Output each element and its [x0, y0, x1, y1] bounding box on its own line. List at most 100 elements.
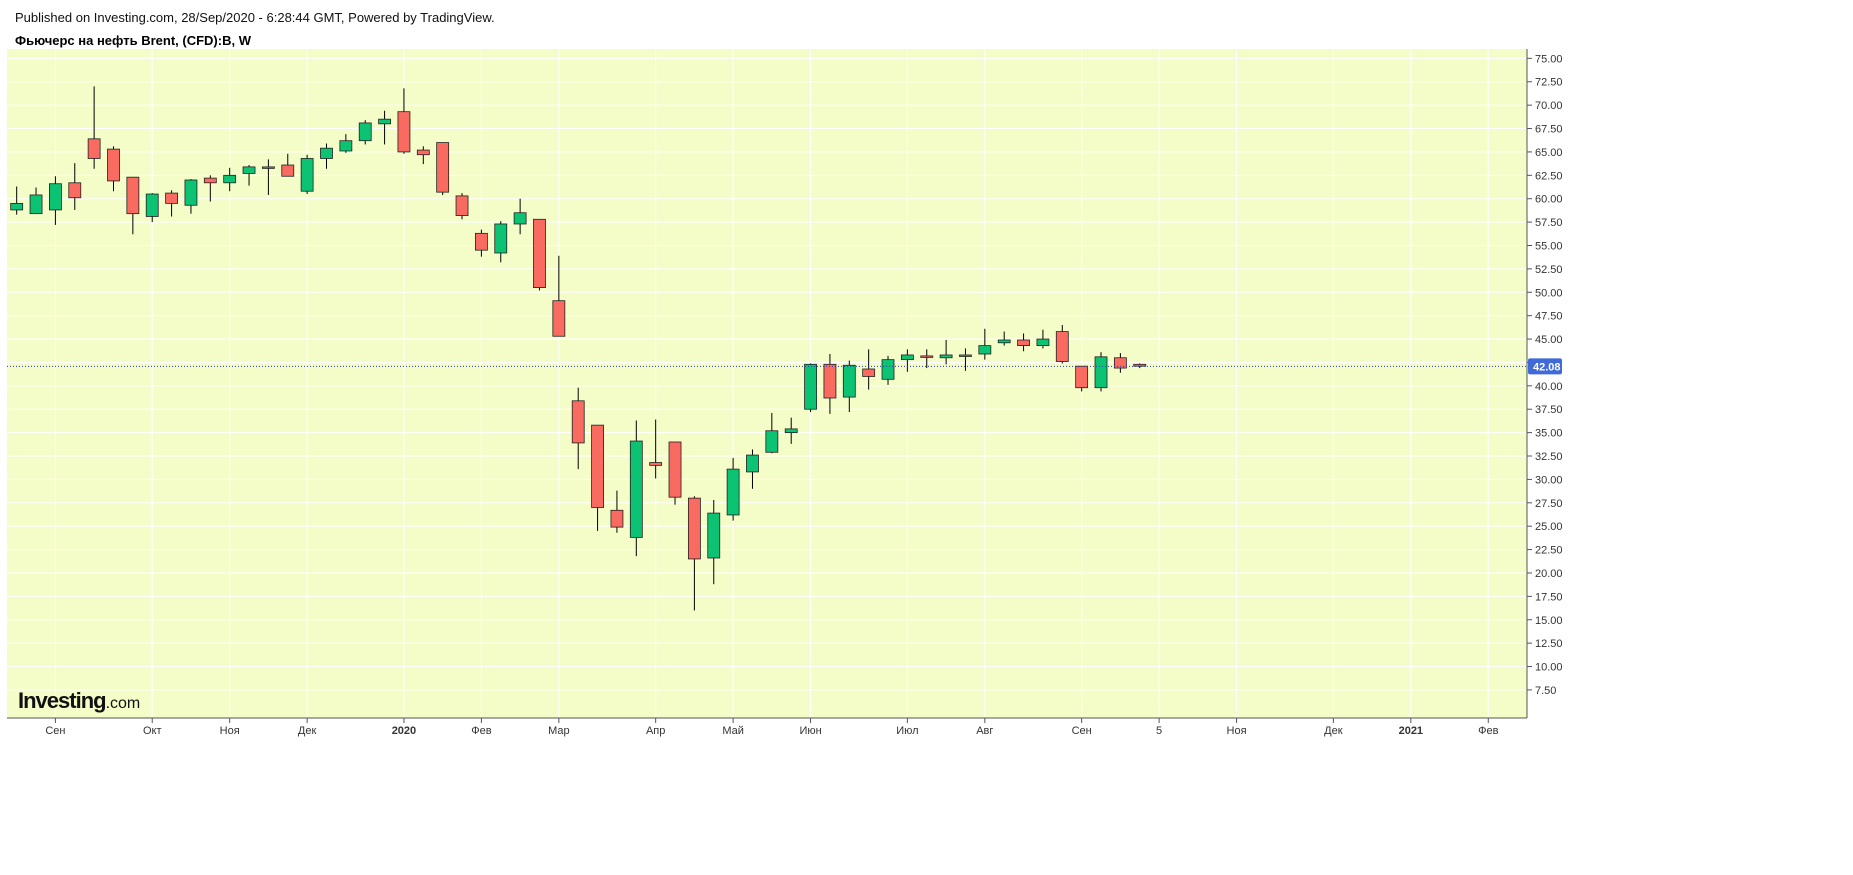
candle [1075, 365, 1089, 392]
candle-body [494, 223, 508, 254]
candle [145, 193, 159, 223]
candle [881, 355, 895, 385]
candle-body [746, 454, 759, 473]
candle [455, 193, 469, 220]
candle-body [358, 122, 372, 142]
x-tick-label: 2021 [1399, 725, 1423, 737]
candle [746, 449, 759, 489]
y-tick-label: 10.00 [1535, 662, 1563, 674]
candle-body [474, 232, 488, 251]
candle [49, 176, 62, 225]
candle-body [165, 192, 178, 204]
candle-body [261, 166, 275, 169]
y-tick-label: 30.00 [1535, 474, 1563, 486]
candle-body [1036, 338, 1050, 347]
y-axis-labels[interactable]: 7.50 10.00 12.50 15.00 17.50 20.00 22.50 25.00 2… [1527, 53, 1563, 697]
x-tick-label: Окт [143, 725, 162, 737]
candle-body [533, 218, 546, 288]
candle-body [10, 202, 24, 211]
candle [126, 176, 140, 235]
x-tick-label: Июл [896, 725, 918, 737]
candle [823, 354, 837, 414]
candle [533, 218, 546, 291]
x-axis-labels[interactable]: Сен Окт Ноя Дек 2020 Фев Мар Апр Май Июн Июл Авг Сен… [45, 718, 1499, 737]
candle-body [455, 195, 469, 216]
current-price-tag-bg [1528, 358, 1562, 375]
candle-body [320, 147, 333, 159]
candle-body [339, 140, 353, 152]
candle-body [436, 142, 450, 193]
candle-body [649, 462, 663, 466]
x-tick-label: Авг [976, 725, 993, 737]
candle [436, 142, 450, 195]
chart-title: Фьючерс на нефть Brent, (CFD):B, W [15, 33, 251, 48]
candle-body [242, 166, 256, 174]
y-tick-label: 15.00 [1535, 615, 1563, 627]
candle-body [203, 177, 217, 184]
x-tick-label: Июн [799, 725, 821, 737]
candle-body [959, 354, 972, 357]
investing-logo: Investing .com [18, 688, 140, 713]
candle-body [997, 339, 1011, 344]
plot-area[interactable] [7, 49, 1527, 718]
candle-body [939, 354, 953, 359]
y-tick-label: 75.00 [1535, 53, 1563, 65]
candle-body [184, 179, 198, 206]
candle [397, 88, 411, 154]
candle-body [668, 441, 682, 498]
y-gridlines [7, 57, 1527, 691]
candle [1113, 353, 1127, 373]
candle [339, 134, 353, 153]
candle [629, 420, 643, 557]
candle [591, 424, 604, 531]
candle [223, 167, 237, 192]
candle-body [610, 509, 624, 528]
x-tick-label: Фев [1478, 725, 1498, 737]
candle-body [900, 354, 914, 361]
candle [1055, 325, 1069, 364]
y-tick-label: 27.50 [1535, 498, 1563, 510]
x-tick-label: Сен [45, 725, 65, 737]
x-tick-label: Дек [298, 725, 317, 737]
candle [649, 419, 663, 479]
y-tick-label: 62.50 [1535, 170, 1563, 182]
y-tick-label: 55.00 [1535, 240, 1563, 252]
candle [513, 198, 527, 235]
candle [474, 229, 488, 257]
candle-body [416, 149, 430, 156]
candle-body [87, 138, 101, 159]
candle-body [107, 148, 120, 182]
candle-body [591, 424, 604, 508]
candle [687, 496, 701, 611]
candle [87, 86, 101, 169]
y-tick-label: 72.50 [1535, 77, 1563, 89]
candle [1094, 352, 1108, 392]
candle [900, 349, 914, 372]
candle [784, 417, 798, 444]
candle-body [1094, 356, 1108, 389]
y-tick-label: 25.00 [1535, 521, 1563, 533]
candle-body [571, 400, 585, 444]
y-tick-label: 65.00 [1535, 147, 1563, 159]
candle-body [784, 428, 798, 434]
y-tick-label: 52.50 [1535, 264, 1563, 276]
y-tick-label: 50.00 [1535, 287, 1563, 299]
candle-body [281, 164, 295, 177]
candle-body [707, 512, 721, 559]
candle-body [881, 359, 895, 380]
candle [939, 339, 953, 365]
candle [261, 159, 275, 195]
candle [959, 348, 972, 371]
current-price-label: 42.08 [1533, 361, 1561, 373]
candles [10, 86, 1147, 611]
publisher-text: Published on Investing.com, 28/Sep/2020 … [15, 10, 495, 25]
y-tick-label: 35.00 [1535, 428, 1563, 440]
candle-body [68, 182, 82, 199]
x-tick-label: 2020 [392, 725, 416, 737]
candle [494, 221, 508, 263]
candle [862, 349, 876, 390]
candle [726, 457, 740, 521]
candle [1036, 329, 1050, 349]
candle-body [765, 430, 779, 453]
